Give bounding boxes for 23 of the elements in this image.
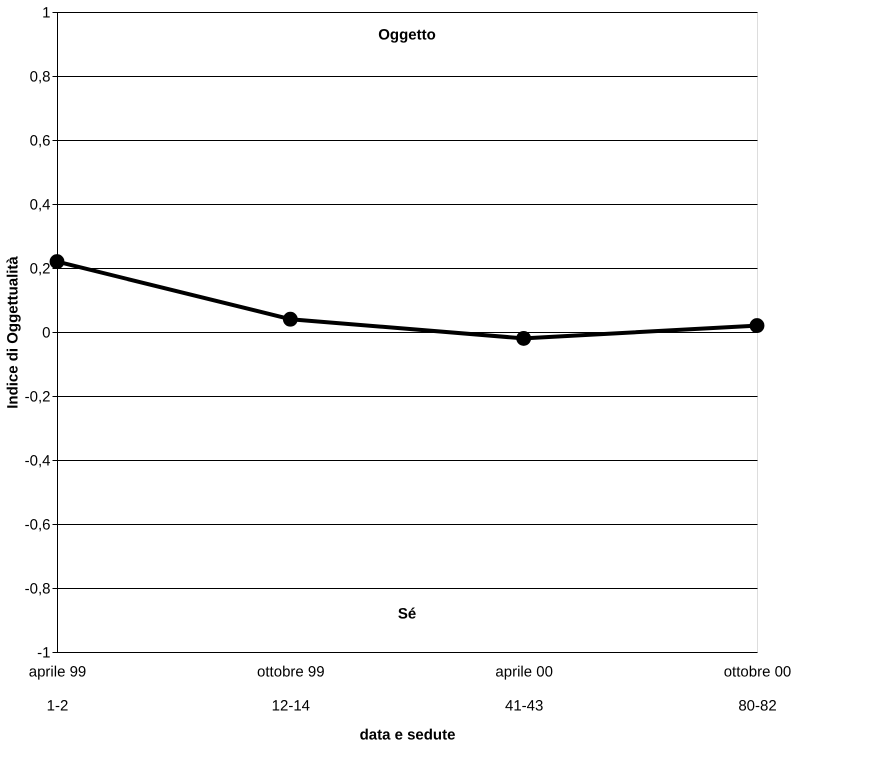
y-tick-label: 0,4 [30, 196, 50, 214]
y-tick-label: 0 [42, 324, 50, 342]
y-tick-label: -0,2 [24, 388, 50, 406]
x-tick-label: aprile 99 1-2 [28, 664, 86, 714]
y-tick-label: -0,8 [24, 580, 50, 598]
x-axis-title: data e sedute [360, 726, 456, 744]
x-tick-label: aprile 00 41-43 [495, 664, 553, 714]
annotation: Sé [398, 606, 416, 623]
y-tick-label: 1 [42, 4, 50, 22]
y-tick-label: -1 [37, 644, 50, 662]
x-tick-label: ottobre 00 80-82 [724, 664, 792, 714]
point [282, 312, 298, 327]
y-tick-label: 0,2 [30, 260, 50, 278]
annotation: Oggetto [378, 26, 436, 44]
point [516, 331, 532, 346]
y-tick-label: 0,6 [30, 132, 50, 150]
y-tick-label: -0,4 [24, 452, 50, 470]
point [750, 318, 764, 333]
point [50, 254, 64, 269]
y-tick-label: -0,6 [24, 516, 50, 534]
y-tick-label: 0,8 [30, 68, 50, 86]
x-tick-label: ottobre 99 12-14 [257, 664, 325, 714]
y-axis-title: Indice di Oggettualità [4, 256, 22, 409]
